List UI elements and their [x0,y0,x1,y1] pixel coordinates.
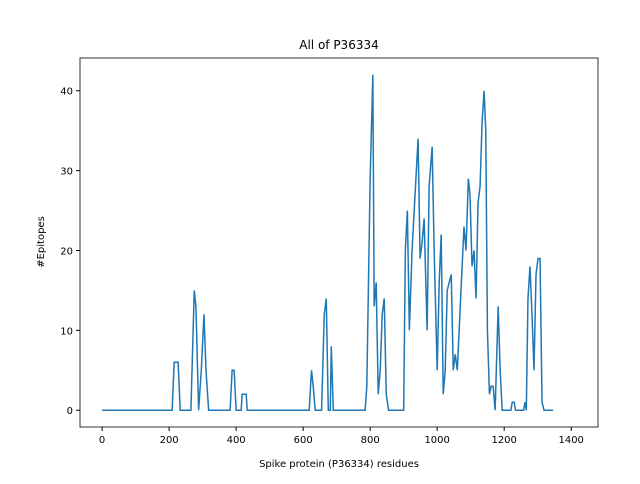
x-tick-label: 600 [294,435,313,446]
plot-frame [79,57,599,428]
x-tick-label: 200 [160,435,179,446]
y-tick-label: 30 [60,167,73,178]
y-tick-label: 20 [60,246,73,257]
x-tick-label: 400 [227,435,246,446]
x-tick-label: 1000 [424,435,449,446]
x-tick-label: 800 [361,435,380,446]
x-axis-label: Spike protein (P36334) residues [259,459,419,470]
x-tick-label: 0 [99,435,105,446]
y-axis-label: #Epitopes [36,216,47,268]
y-tick-label: 10 [60,326,73,337]
line [102,74,554,411]
x-tick-label: 1400 [558,435,583,446]
y-tick-label: 0 [67,406,73,417]
x-tick-label: 1200 [491,435,516,446]
y-tick-label: 40 [60,87,73,98]
chart-title: All of P36334 [299,38,378,52]
